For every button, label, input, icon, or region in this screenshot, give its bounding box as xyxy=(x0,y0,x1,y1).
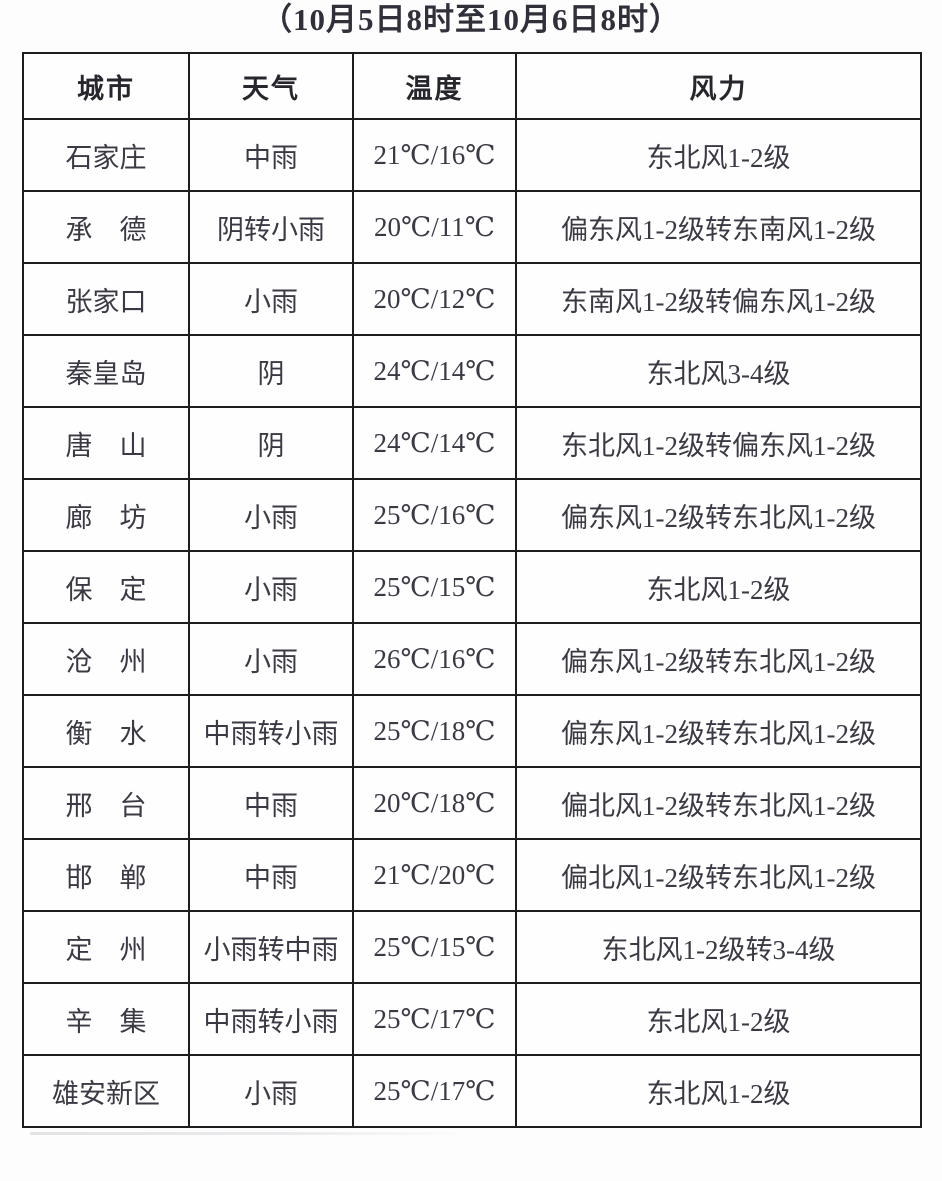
temperature-cell: 25℃/17℃ xyxy=(352,982,517,1056)
city-cell: 唐 山 xyxy=(22,406,190,480)
city-cell: 沧 州 xyxy=(22,622,190,696)
city-cell: 秦皇岛 xyxy=(22,334,190,408)
table-row: 秦皇岛 阴 24℃/14℃ 东北风3-4级 xyxy=(22,334,922,408)
wind-cell: 偏东风1-2级转东北风1-2级 xyxy=(515,694,922,768)
bottom-shadow-divider xyxy=(30,1132,470,1135)
weather-cell: 中雨 xyxy=(188,118,354,192)
weather-cell: 小雨 xyxy=(188,622,354,696)
temperature-cell: 25℃/18℃ xyxy=(352,694,517,768)
temperature-cell: 25℃/15℃ xyxy=(352,910,517,984)
table-body: 石家庄 中雨 21℃/16℃ 东北风1-2级 承 德 阴转小雨 20℃/11℃ … xyxy=(22,118,922,1128)
weather-cell: 小雨转中雨 xyxy=(188,910,354,984)
weather-cell: 阴 xyxy=(188,334,354,408)
table-row: 雄安新区 小雨 25℃/17℃ 东北风1-2级 xyxy=(22,1054,922,1128)
wind-cell: 东北风1-2级转偏东风1-2级 xyxy=(515,406,922,480)
wind-cell: 偏东风1-2级转东北风1-2级 xyxy=(515,622,922,696)
column-header-city: 城市 xyxy=(22,52,190,120)
weather-cell: 中雨转小雨 xyxy=(188,982,354,1056)
weather-cell: 中雨 xyxy=(188,838,354,912)
city-cell: 保 定 xyxy=(22,550,190,624)
temperature-cell: 25℃/15℃ xyxy=(352,550,517,624)
city-cell: 廊 坊 xyxy=(22,478,190,552)
page-title: （10月5日8时至10月6日8时） xyxy=(261,2,681,37)
table-row: 辛 集 中雨转小雨 25℃/17℃ 东北风1-2级 xyxy=(22,982,922,1056)
weather-forecast-table: 城市 天气 温度 风力 石家庄 中雨 21℃/16℃ 东北风1-2级 承 德 阴… xyxy=(22,52,922,1128)
temperature-cell: 24℃/14℃ xyxy=(352,406,517,480)
table-row: 张家口 小雨 20℃/12℃ 东南风1-2级转偏东风1-2级 xyxy=(22,262,922,336)
column-header-weather: 天气 xyxy=(188,52,354,120)
table-row: 衡 水 中雨转小雨 25℃/18℃ 偏东风1-2级转东北风1-2级 xyxy=(22,694,922,768)
wind-cell: 偏北风1-2级转东北风1-2级 xyxy=(515,766,922,840)
temperature-cell: 25℃/16℃ xyxy=(352,478,517,552)
weather-cell: 小雨 xyxy=(188,478,354,552)
wind-cell: 东北风1-2级 xyxy=(515,118,922,192)
table-row: 唐 山 阴 24℃/14℃ 东北风1-2级转偏东风1-2级 xyxy=(22,406,922,480)
city-cell: 邯 郸 xyxy=(22,838,190,912)
city-cell: 邢 台 xyxy=(22,766,190,840)
wind-cell: 偏东风1-2级转东南风1-2级 xyxy=(515,190,922,264)
column-header-wind: 风力 xyxy=(515,52,922,120)
table-row: 廊 坊 小雨 25℃/16℃ 偏东风1-2级转东北风1-2级 xyxy=(22,478,922,552)
weather-cell: 阴转小雨 xyxy=(188,190,354,264)
table-row: 承 德 阴转小雨 20℃/11℃ 偏东风1-2级转东南风1-2级 xyxy=(22,190,922,264)
table-row: 石家庄 中雨 21℃/16℃ 东北风1-2级 xyxy=(22,118,922,192)
table-row: 邢 台 中雨 20℃/18℃ 偏北风1-2级转东北风1-2级 xyxy=(22,766,922,840)
table-row: 沧 州 小雨 26℃/16℃ 偏东风1-2级转东北风1-2级 xyxy=(22,622,922,696)
column-header-temperature: 温度 xyxy=(352,52,517,120)
weather-cell: 中雨转小雨 xyxy=(188,694,354,768)
temperature-cell: 20℃/18℃ xyxy=(352,766,517,840)
weather-cell: 中雨 xyxy=(188,766,354,840)
table-row: 邯 郸 中雨 21℃/20℃ 偏北风1-2级转东北风1-2级 xyxy=(22,838,922,912)
city-cell: 衡 水 xyxy=(22,694,190,768)
weather-cell: 小雨 xyxy=(188,1054,354,1128)
table-header-row: 城市 天气 温度 风力 xyxy=(22,52,922,120)
city-cell: 承 德 xyxy=(22,190,190,264)
wind-cell: 东北风1-2级 xyxy=(515,550,922,624)
city-cell: 雄安新区 xyxy=(22,1054,190,1128)
temperature-cell: 21℃/20℃ xyxy=(352,838,517,912)
temperature-cell: 24℃/14℃ xyxy=(352,334,517,408)
table-row: 定 州 小雨转中雨 25℃/15℃ 东北风1-2级转3-4级 xyxy=(22,910,922,984)
temperature-cell: 20℃/12℃ xyxy=(352,262,517,336)
wind-cell: 东北风1-2级 xyxy=(515,1054,922,1128)
wind-cell: 东北风3-4级 xyxy=(515,334,922,408)
city-cell: 定 州 xyxy=(22,910,190,984)
weather-cell: 小雨 xyxy=(188,550,354,624)
wind-cell: 偏北风1-2级转东北风1-2级 xyxy=(515,838,922,912)
wind-cell: 东北风1-2级 xyxy=(515,982,922,1056)
temperature-cell: 25℃/17℃ xyxy=(352,1054,517,1128)
city-cell: 张家口 xyxy=(22,262,190,336)
wind-cell: 偏东风1-2级转东北风1-2级 xyxy=(515,478,922,552)
city-cell: 辛 集 xyxy=(22,982,190,1056)
wind-cell: 东南风1-2级转偏东风1-2级 xyxy=(515,262,922,336)
table-row: 保 定 小雨 25℃/15℃ 东北风1-2级 xyxy=(22,550,922,624)
city-cell: 石家庄 xyxy=(22,118,190,192)
temperature-cell: 26℃/16℃ xyxy=(352,622,517,696)
weather-cell: 阴 xyxy=(188,406,354,480)
temperature-cell: 20℃/11℃ xyxy=(352,190,517,264)
temperature-cell: 21℃/16℃ xyxy=(352,118,517,192)
weather-cell: 小雨 xyxy=(188,262,354,336)
wind-cell: 东北风1-2级转3-4级 xyxy=(515,910,922,984)
